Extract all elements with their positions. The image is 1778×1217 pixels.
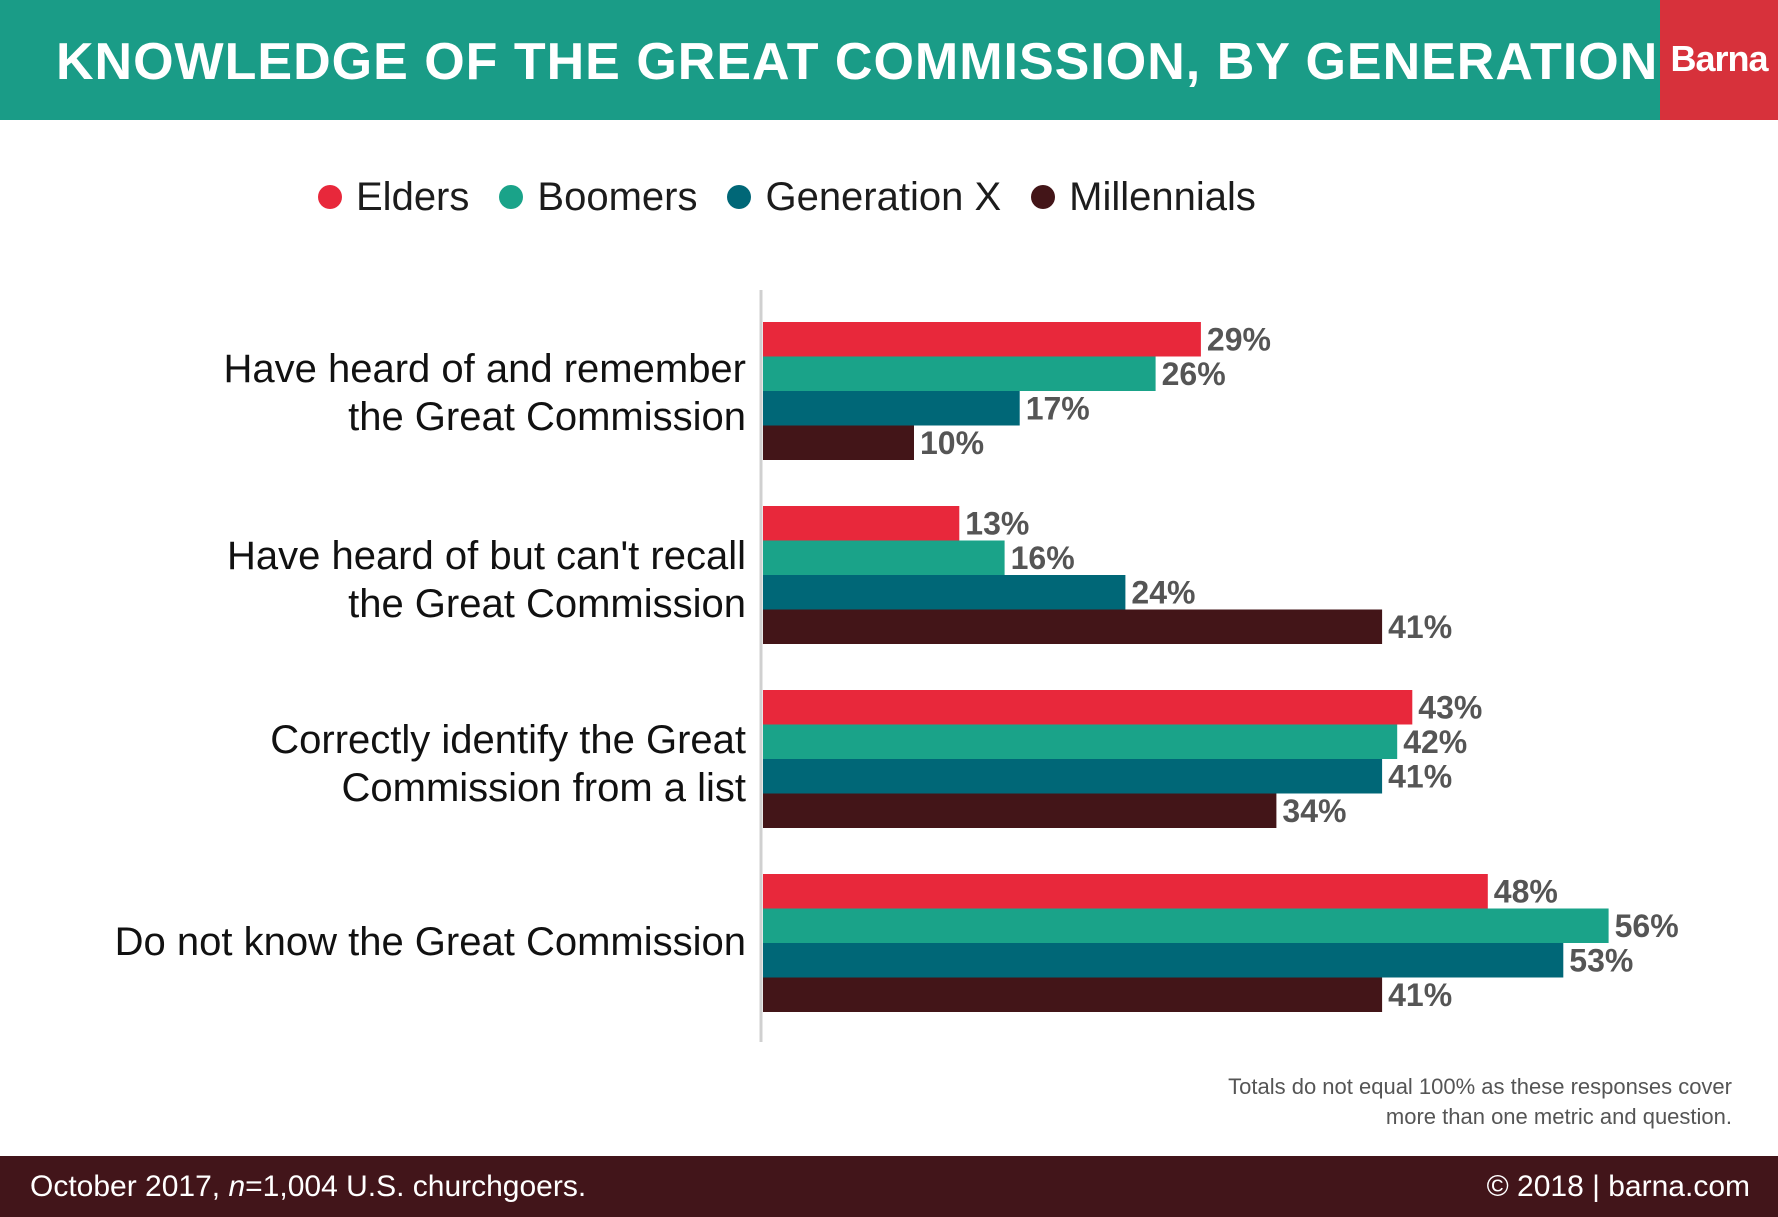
data-label-millennials-1: 41% xyxy=(1388,609,1452,645)
bar-elders-2 xyxy=(763,690,1413,725)
category-label-cant-recall: Have heard of but can't recall the Great… xyxy=(46,532,746,628)
data-label-boomers-3: 56% xyxy=(1615,908,1679,944)
category-label-line: the Great Commission xyxy=(348,395,746,439)
legend: Elders Boomers Generation X Millennials xyxy=(318,172,1286,222)
bar-boomers-1 xyxy=(763,540,1005,575)
copyright-text: © 2018 | barna.com xyxy=(1486,1170,1750,1203)
category-label-do-not-know: Do not know the Great Commission xyxy=(46,918,746,966)
data-label-generation-x-1: 24% xyxy=(1131,574,1195,610)
footnote-line: more than one metric and question. xyxy=(1385,1104,1732,1129)
category-label-line: Have heard of and remember xyxy=(223,347,747,391)
category-label-line: Correctly identify the Great xyxy=(270,718,746,762)
data-label-elders-3: 48% xyxy=(1494,873,1558,909)
legend-dot-boomers xyxy=(499,185,524,209)
bar-generation-x-0 xyxy=(763,391,1020,426)
header-banner: KNOWLEDGE OF THE GREAT COMMISSION, BY GE… xyxy=(0,0,1778,120)
bar-millennials-2 xyxy=(763,793,1277,828)
legend-item-generation-x: Generation X xyxy=(727,175,1001,220)
category-label-remember: Have heard of and remember the Great Com… xyxy=(46,345,747,441)
source-prefix: October 2017, xyxy=(30,1170,229,1203)
legend-label-generation-x: Generation X xyxy=(765,174,1002,219)
bar-generation-x-2 xyxy=(763,759,1383,794)
bar-chart: 29%26%17%10%13%16%24%41%43%42%41%34%48%5… xyxy=(759,290,1679,1042)
source-suffix: =1,004 U.S. churchgoers. xyxy=(245,1170,587,1203)
bar-generation-x-1 xyxy=(763,575,1126,610)
footnote-line: Totals do not equal 100% as these respon… xyxy=(1228,1074,1732,1099)
bar-millennials-3 xyxy=(763,977,1383,1012)
data-label-millennials-2: 34% xyxy=(1282,793,1346,829)
source-text: October 2017, n=1,004 U.S. churchgoers. xyxy=(30,1156,586,1217)
category-label-line: Do not know the Great Commission xyxy=(114,920,746,964)
data-label-generation-x-0: 17% xyxy=(1026,390,1090,426)
source-n: n xyxy=(228,1170,246,1203)
bar-millennials-1 xyxy=(763,609,1383,644)
logo-text: Barna xyxy=(1670,38,1768,79)
bar-elders-1 xyxy=(763,506,960,541)
category-label-line: Commission from a list xyxy=(341,766,746,810)
footnote: Totals do not equal 100% as these respon… xyxy=(1228,1072,1732,1132)
bar-boomers-0 xyxy=(763,356,1156,391)
bar-elders-0 xyxy=(763,322,1201,357)
legend-dot-millennials xyxy=(1031,185,1056,209)
legend-label-boomers: Boomers xyxy=(537,174,698,219)
data-label-boomers-1: 16% xyxy=(1011,540,1075,576)
data-label-boomers-0: 26% xyxy=(1162,356,1226,392)
bar-generation-x-3 xyxy=(763,943,1564,978)
data-label-elders-2: 43% xyxy=(1418,689,1482,725)
data-label-generation-x-2: 41% xyxy=(1388,758,1452,794)
data-label-elders-0: 29% xyxy=(1207,321,1271,357)
data-label-generation-x-3: 53% xyxy=(1569,942,1633,978)
data-label-elders-1: 13% xyxy=(965,505,1029,541)
legend-item-elders: Elders xyxy=(318,175,469,220)
data-label-millennials-0: 10% xyxy=(920,425,984,461)
legend-dot-elders xyxy=(318,185,342,209)
chart-title: KNOWLEDGE OF THE GREAT COMMISSION, BY GE… xyxy=(56,33,1659,91)
bar-elders-3 xyxy=(763,874,1488,909)
legend-item-boomers: Boomers xyxy=(499,175,697,220)
category-label-identify: Correctly identify the Great Commission … xyxy=(46,716,746,812)
bar-boomers-2 xyxy=(763,724,1398,759)
legend-label-millennials: Millennials xyxy=(1069,174,1256,219)
category-label-line: Have heard of but can't recall xyxy=(226,534,746,578)
legend-dot-generation-x xyxy=(727,185,752,209)
bar-millennials-0 xyxy=(763,425,914,460)
barna-logo: Barna xyxy=(1660,0,1778,120)
data-label-millennials-3: 41% xyxy=(1388,977,1452,1013)
bar-boomers-3 xyxy=(763,908,1609,943)
legend-item-millennials: Millennials xyxy=(1031,175,1256,220)
footer-bar: October 2017, n=1,004 U.S. churchgoers. … xyxy=(0,1156,1778,1217)
category-label-line: the Great Commission xyxy=(348,582,746,626)
legend-label-elders: Elders xyxy=(356,174,470,219)
data-label-boomers-2: 42% xyxy=(1403,724,1467,760)
